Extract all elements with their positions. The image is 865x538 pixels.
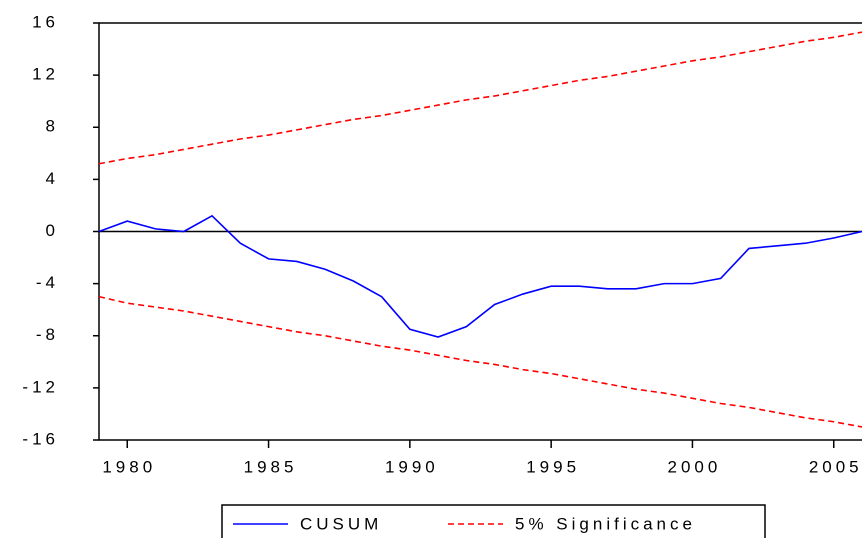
line-series [98,214,863,338]
x-tick-label: 2000 [668,457,722,476]
legend-label: CUSUM [300,514,382,533]
x-tick-label: 1980 [102,457,156,476]
y-tick-label: 8 [46,117,59,136]
y-tick-label: -8 [36,325,59,344]
y-tick-label: -16 [22,429,59,448]
y-tick-label: 16 [32,12,59,31]
y-tick-label: 0 [46,221,59,240]
y-tick-label: 4 [46,169,59,188]
x-tick-label: 1985 [244,457,298,476]
y-tick-label: -12 [22,377,59,396]
x-tick-label: 1990 [385,457,439,476]
y-tick-label: -4 [36,273,59,292]
y-tick-label: 12 [32,65,59,84]
line-series [98,31,863,165]
legend-box [221,504,766,538]
legend-label: 5% Significance [515,514,696,533]
line-series [98,295,863,428]
x-tick-label: 2005 [809,457,863,476]
x-tick-label: 1995 [526,457,580,476]
